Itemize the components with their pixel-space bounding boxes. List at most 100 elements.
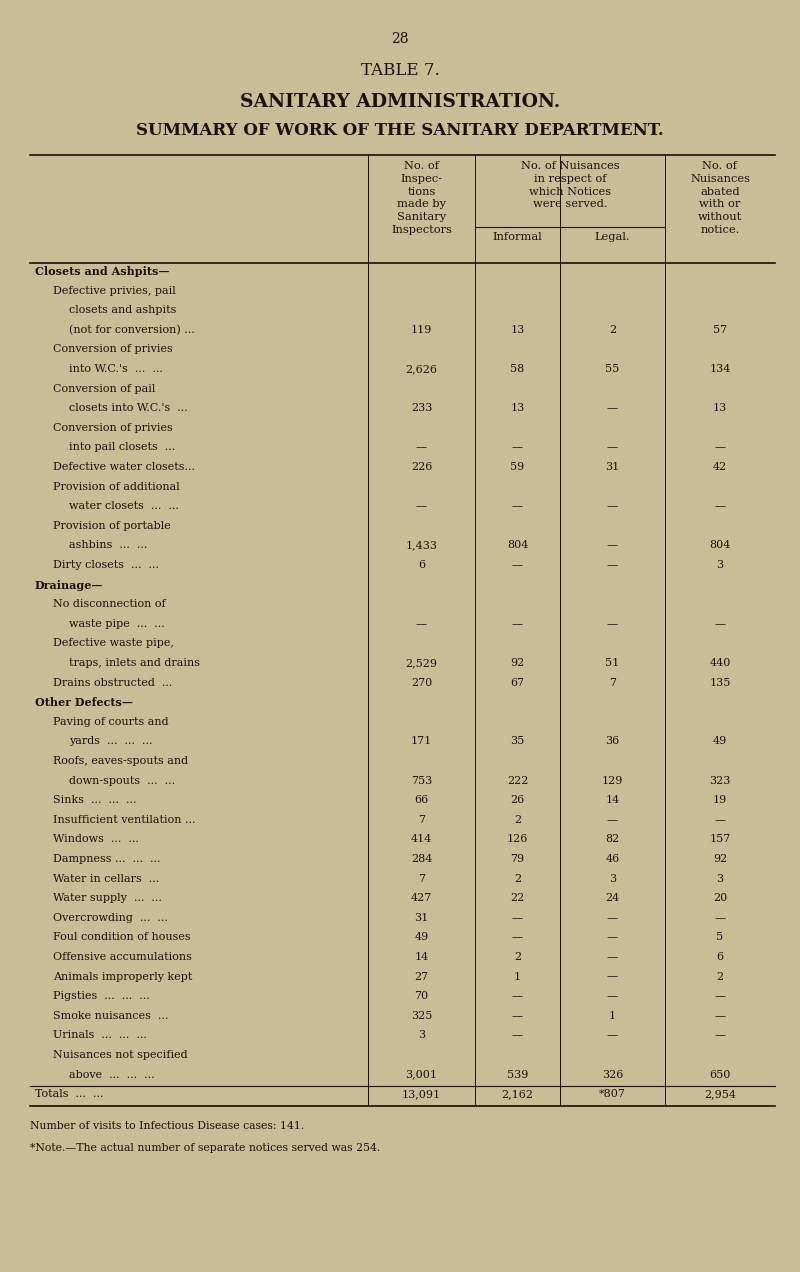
- Text: 284: 284: [411, 854, 432, 864]
- Text: water closets  ...  ...: water closets ... ...: [69, 501, 179, 511]
- Text: —: —: [714, 815, 726, 824]
- Text: 26: 26: [510, 795, 525, 805]
- Text: Overcrowding  ...  ...: Overcrowding ... ...: [53, 913, 168, 922]
- Text: —: —: [512, 560, 523, 570]
- Text: 222: 222: [507, 776, 528, 786]
- Text: TABLE 7.: TABLE 7.: [361, 62, 439, 79]
- Text: —: —: [714, 501, 726, 511]
- Text: 753: 753: [411, 776, 432, 786]
- Text: 226: 226: [411, 462, 432, 472]
- Text: 650: 650: [710, 1070, 730, 1080]
- Text: 57: 57: [713, 324, 727, 335]
- Text: —: —: [607, 501, 618, 511]
- Text: 2: 2: [514, 874, 521, 884]
- Text: 55: 55: [606, 364, 620, 374]
- Text: above  ...  ...  ...: above ... ... ...: [69, 1070, 154, 1080]
- Text: 3: 3: [717, 560, 723, 570]
- Text: 22: 22: [510, 893, 525, 903]
- Text: No. of
Nuisances
abated
with or
without
notice.: No. of Nuisances abated with or without …: [690, 162, 750, 235]
- Text: 27: 27: [414, 972, 429, 982]
- Text: 42: 42: [713, 462, 727, 472]
- Text: —: —: [607, 932, 618, 943]
- Text: —: —: [512, 1011, 523, 1021]
- Text: 539: 539: [507, 1070, 528, 1080]
- Text: 1,433: 1,433: [406, 541, 438, 551]
- Text: Defective waste pipe,: Defective waste pipe,: [53, 639, 174, 649]
- Text: Informal: Informal: [493, 232, 542, 242]
- Text: 28: 28: [391, 32, 409, 46]
- Text: Insufficient ventilation ...: Insufficient ventilation ...: [53, 815, 195, 824]
- Text: 51: 51: [606, 658, 620, 668]
- Text: 92: 92: [510, 658, 525, 668]
- Text: 171: 171: [411, 736, 432, 747]
- Text: 2,529: 2,529: [406, 658, 438, 668]
- Text: Dampness ...  ...  ...: Dampness ... ... ...: [53, 854, 161, 864]
- Text: 326: 326: [602, 1070, 623, 1080]
- Text: closets and ashpits: closets and ashpits: [69, 305, 176, 315]
- Text: 2: 2: [717, 972, 723, 982]
- Text: 79: 79: [510, 854, 525, 864]
- Text: —: —: [512, 932, 523, 943]
- Text: traps, inlets and drains: traps, inlets and drains: [69, 658, 200, 668]
- Text: *Note.—The actual number of separate notices served was 254.: *Note.—The actual number of separate not…: [30, 1142, 380, 1152]
- Text: Number of visits to Infectious Disease cases: 141.: Number of visits to Infectious Disease c…: [30, 1121, 304, 1131]
- Text: 414: 414: [411, 834, 432, 845]
- Text: 7: 7: [609, 678, 616, 688]
- Text: *807: *807: [599, 1089, 626, 1099]
- Text: closets into W.C.'s  ...: closets into W.C.'s ...: [69, 403, 188, 413]
- Text: —: —: [607, 560, 618, 570]
- Text: —: —: [512, 991, 523, 1001]
- Text: 35: 35: [510, 736, 525, 747]
- Text: Conversion of privies: Conversion of privies: [53, 345, 173, 355]
- Text: 5: 5: [717, 932, 723, 943]
- Text: 233: 233: [411, 403, 432, 413]
- Text: Animals improperly kept: Animals improperly kept: [53, 972, 192, 982]
- Text: Totals  ...  ...: Totals ... ...: [35, 1089, 103, 1099]
- Text: 66: 66: [414, 795, 429, 805]
- Text: —: —: [607, 1030, 618, 1040]
- Text: Conversion of privies: Conversion of privies: [53, 422, 173, 432]
- Text: 2,162: 2,162: [502, 1089, 534, 1099]
- Text: No. of
Inspec-
tions
made by
Sanitary
Inspectors: No. of Inspec- tions made by Sanitary In…: [391, 162, 452, 235]
- Text: SUMMARY OF WORK OF THE SANITARY DEPARTMENT.: SUMMARY OF WORK OF THE SANITARY DEPARTME…: [136, 122, 664, 139]
- Text: ashbins  ...  ...: ashbins ... ...: [69, 541, 147, 551]
- Text: —: —: [512, 1030, 523, 1040]
- Text: 157: 157: [710, 834, 730, 845]
- Text: Provision of portable: Provision of portable: [53, 520, 170, 530]
- Text: 46: 46: [606, 854, 620, 864]
- Text: Defective water closets...: Defective water closets...: [53, 462, 195, 472]
- Text: 804: 804: [507, 541, 528, 551]
- Text: —: —: [714, 991, 726, 1001]
- Text: —: —: [607, 815, 618, 824]
- Text: —: —: [607, 541, 618, 551]
- Text: 70: 70: [414, 991, 429, 1001]
- Text: Nuisances not specified: Nuisances not specified: [53, 1049, 188, 1060]
- Text: 67: 67: [510, 678, 525, 688]
- Text: 36: 36: [606, 736, 620, 747]
- Text: Urinals  ...  ...  ...: Urinals ... ... ...: [53, 1030, 147, 1040]
- Text: Offensive accumulations: Offensive accumulations: [53, 951, 192, 962]
- Text: —: —: [512, 443, 523, 453]
- Text: —: —: [607, 991, 618, 1001]
- Text: yards  ...  ...  ...: yards ... ... ...: [69, 736, 153, 747]
- Text: —: —: [416, 618, 427, 628]
- Text: Water supply  ...  ...: Water supply ... ...: [53, 893, 162, 903]
- Text: No. of Nuisances
in respect of
which Notices
were served.: No. of Nuisances in respect of which Not…: [521, 162, 619, 210]
- Text: 3: 3: [418, 1030, 425, 1040]
- Text: 119: 119: [411, 324, 432, 335]
- Text: 135: 135: [710, 678, 730, 688]
- Text: 270: 270: [411, 678, 432, 688]
- Text: 59: 59: [510, 462, 525, 472]
- Text: Roofs, eaves-spouts and: Roofs, eaves-spouts and: [53, 756, 188, 766]
- Text: —: —: [607, 403, 618, 413]
- Text: Smoke nuisances  ...: Smoke nuisances ...: [53, 1011, 168, 1021]
- Text: 31: 31: [606, 462, 620, 472]
- Text: 13: 13: [510, 403, 525, 413]
- Text: 1: 1: [514, 972, 521, 982]
- Text: 19: 19: [713, 795, 727, 805]
- Text: —: —: [714, 1030, 726, 1040]
- Text: —: —: [607, 972, 618, 982]
- Text: into W.C.'s  ...  ...: into W.C.'s ... ...: [69, 364, 163, 374]
- Text: Closets and Ashpits—: Closets and Ashpits—: [35, 266, 170, 277]
- Text: 3: 3: [717, 874, 723, 884]
